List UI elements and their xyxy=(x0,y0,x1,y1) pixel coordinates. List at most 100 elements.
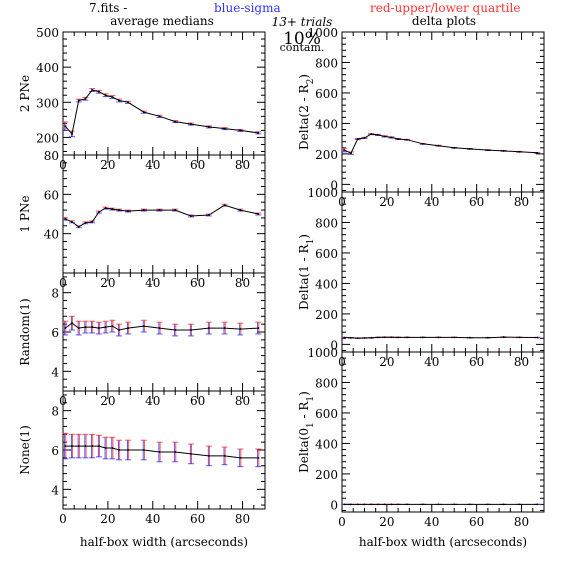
x-tick-label: 60 xyxy=(190,394,205,408)
y-tick-label: 200 xyxy=(315,308,338,322)
data-point xyxy=(397,138,400,140)
y-axis-label-part: ) xyxy=(297,391,311,396)
x-tick-label: 40 xyxy=(145,158,160,172)
data-point xyxy=(486,503,489,506)
y-tick-label: 200 xyxy=(36,131,59,145)
y-axis-label-part: Delta(1 - R xyxy=(297,243,311,310)
y-axis-label-subscript: 2 xyxy=(306,79,316,85)
data-point xyxy=(104,447,107,449)
series-1 xyxy=(62,88,262,138)
y-axis-label-part: 2 PNe xyxy=(18,75,32,112)
header-quartile-label: red-upper/lower quartile xyxy=(370,1,520,15)
data-point xyxy=(383,135,386,138)
data-point xyxy=(71,220,73,223)
data-point xyxy=(363,503,366,506)
data-point xyxy=(257,213,260,215)
y-tick-label: 6 xyxy=(51,444,59,458)
data-point xyxy=(142,209,145,211)
data-point xyxy=(518,336,521,339)
data-point xyxy=(158,209,161,211)
data-point xyxy=(98,90,100,93)
y-tick-label: 0 xyxy=(330,498,338,512)
x-tick-label: 80 xyxy=(514,355,529,369)
y-axis-label-part: - R xyxy=(297,401,311,423)
header-left-title: average medians xyxy=(110,14,214,28)
x-tick-label: 80 xyxy=(235,276,250,290)
data-point xyxy=(453,146,456,149)
y-tick-label: 400 xyxy=(315,117,338,131)
data-point xyxy=(257,131,260,134)
data-point xyxy=(390,136,393,139)
y-tick-label: 4 xyxy=(51,483,59,497)
x-tick-label: 40 xyxy=(145,394,160,408)
median-line xyxy=(64,89,259,135)
data-point xyxy=(142,449,145,451)
data-point xyxy=(486,149,489,151)
data-point xyxy=(239,209,242,211)
x-tick-label: 20 xyxy=(100,394,115,408)
data-point xyxy=(77,225,80,228)
y-tick-label: 8 xyxy=(51,405,59,419)
panel-frame xyxy=(341,31,545,193)
data-point xyxy=(111,447,114,449)
data-point xyxy=(356,337,359,340)
data-point xyxy=(502,149,505,152)
x-tick-label: 60 xyxy=(469,195,484,209)
data-point xyxy=(257,456,260,459)
data-point xyxy=(71,133,73,135)
y-tick-label: 800 xyxy=(315,56,338,70)
data-point xyxy=(350,503,352,506)
data-point xyxy=(421,142,424,145)
y-axis-label-subscript: 1 xyxy=(306,422,316,428)
data-point xyxy=(223,455,226,457)
data-point xyxy=(437,144,440,147)
y-axis-label: Delta(01 - R1) xyxy=(297,391,316,473)
data-point xyxy=(64,125,67,128)
data-point xyxy=(64,218,67,220)
data-point xyxy=(350,336,352,339)
data-point xyxy=(174,329,177,331)
y-tick-label: 1000 xyxy=(307,186,338,200)
data-point xyxy=(71,322,73,325)
data-point xyxy=(104,207,107,210)
data-point xyxy=(118,209,121,211)
median-line xyxy=(344,336,538,339)
data-point xyxy=(158,115,161,118)
data-point xyxy=(383,503,386,506)
x-tick-label: 80 xyxy=(514,195,529,209)
y-tick-label: 8 xyxy=(51,287,59,301)
y-axis-label-part: ) xyxy=(297,234,311,239)
series-1 xyxy=(62,432,262,468)
y-axis-label: Random(1) xyxy=(18,298,32,365)
header-right-title: delta plots xyxy=(412,14,476,28)
series-1 xyxy=(341,503,541,506)
y-tick-label: 800 xyxy=(315,216,338,230)
x-tick-label: 0 xyxy=(338,515,346,529)
data-point xyxy=(469,336,471,339)
data-point xyxy=(118,329,121,331)
x-tick-label: 20 xyxy=(100,512,115,526)
y-axis-label-subscript: 1 xyxy=(306,396,316,402)
data-point xyxy=(370,133,373,135)
median-line xyxy=(343,133,538,154)
data-point xyxy=(502,336,505,338)
y-tick-label: 1000 xyxy=(307,26,338,40)
data-point xyxy=(223,327,226,329)
data-point xyxy=(104,94,107,97)
data-point xyxy=(91,89,94,91)
header-contam-label: contam. xyxy=(280,41,325,54)
data-point xyxy=(377,133,379,136)
data-point xyxy=(84,221,87,224)
data-point xyxy=(98,327,100,329)
header-contam-pct: 10% xyxy=(283,29,321,49)
data-point xyxy=(158,327,161,329)
y-tick-label: 6 xyxy=(51,326,59,340)
data-point xyxy=(383,336,386,339)
x-tick-label: 40 xyxy=(145,276,160,290)
y-axis-label: 2 PNe xyxy=(18,75,32,112)
data-point xyxy=(190,123,192,125)
y-axis-label: Delta(2 - R2) xyxy=(297,74,316,150)
series-1 xyxy=(62,203,262,229)
